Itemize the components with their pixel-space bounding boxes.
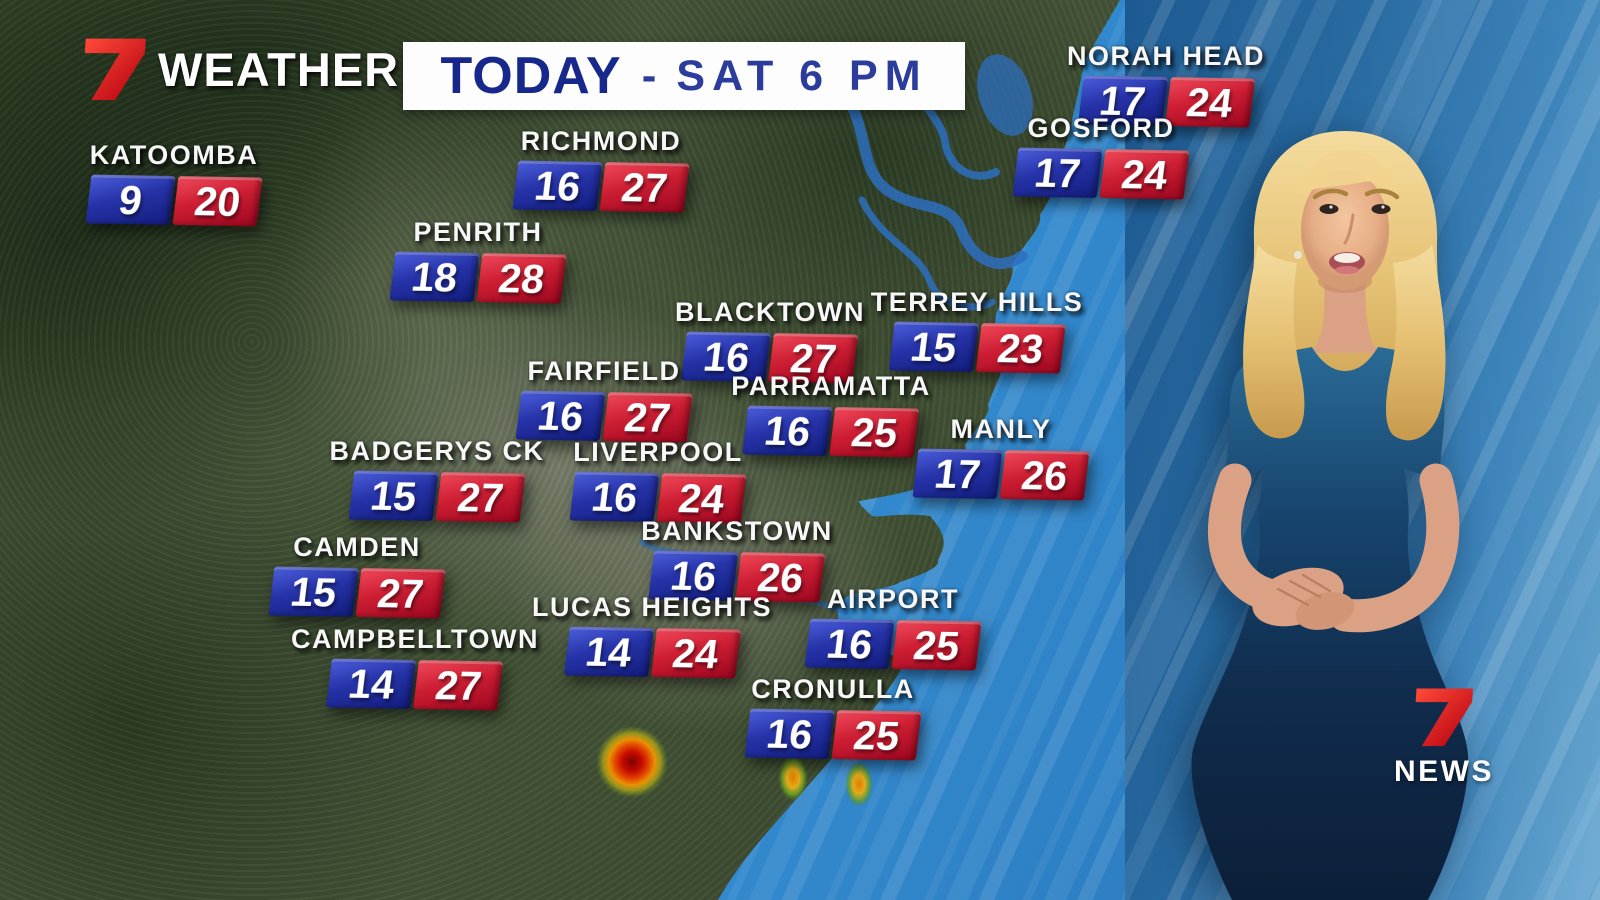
coastal-lake (977, 54, 1033, 136)
location-name: FAIRFIELD (527, 356, 681, 386)
low-temp: 14 (326, 658, 417, 709)
location-name: KATOOMBA (89, 140, 259, 170)
seven-network-7-icon (84, 38, 146, 101)
high-temp: 28 (476, 253, 567, 304)
location-name: GOSFORD (1027, 113, 1175, 143)
banner-datetime: SAT 6 PM (676, 51, 928, 100)
low-temp: 9 (85, 174, 176, 225)
location-blacktown: BLACKTOWN 16 27 (675, 297, 865, 384)
location-name: PENRITH (413, 217, 543, 247)
location-bankstown: BANKSTOWN 16 26 (641, 516, 833, 603)
high-temp: 25 (829, 407, 920, 458)
weather-logo: WEATHER (82, 36, 399, 102)
location-name: BLACKTOWN (675, 297, 865, 327)
banner-title: TODAY (440, 47, 622, 105)
high-temp: 25 (891, 620, 982, 671)
location-penrith: PENRITH 18 28 (389, 217, 567, 304)
banner-separator: - (641, 51, 657, 100)
location-fairfield: FAIRFIELD 16 27 (515, 356, 693, 443)
location-liverpool: LIVERPOOL 16 24 (569, 437, 747, 524)
high-temp: 27 (602, 392, 693, 443)
radar-storm-cell-icon (596, 726, 668, 798)
low-temp: 17 (1012, 147, 1103, 198)
news-wordmark: NEWS (1394, 755, 1494, 788)
presenter-face (1301, 170, 1389, 290)
high-temp: 26 (999, 450, 1090, 501)
seven-network-7-icon (1415, 688, 1473, 747)
high-temp: 23 (975, 323, 1066, 374)
radar-rain-cell-icon (845, 761, 873, 807)
high-temp: 24 (650, 628, 741, 679)
news-logo: NEWS (1388, 686, 1500, 789)
location-name: CRONULLA (751, 674, 915, 704)
location-airport: AIRPORT 16 25 (804, 584, 982, 671)
high-temp: 24 (1099, 149, 1190, 200)
weather-wordmark: WEATHER (158, 42, 400, 96)
high-temp: 27 (413, 660, 504, 711)
high-temp: 27 (599, 162, 690, 213)
high-temp: 20 (172, 176, 263, 227)
low-temp: 16 (515, 390, 606, 441)
location-name: MANLY (950, 414, 1052, 444)
location-norah-head: NORAH HEAD 17 24 (1066, 41, 1266, 128)
location-katoomba: KATOOMBA 9 20 (85, 140, 263, 227)
presenter-brows (1312, 188, 1400, 200)
location-gosford: GOSFORD 17 24 (1012, 113, 1190, 200)
low-temp: 15 (888, 321, 979, 372)
location-badgerys-ck: BADGERYS CK 15 27 (329, 436, 545, 523)
location-richmond: RICHMOND 16 27 (512, 126, 690, 213)
radar-rain-cell-icon (778, 755, 808, 801)
location-name: NORAH HEAD (1066, 41, 1266, 71)
location-manly: MANLY 17 26 (912, 414, 1090, 501)
high-temp: 25 (831, 710, 922, 761)
location-terrey-hills: TERREY HILLS 15 23 (870, 287, 1084, 374)
low-temp: 14 (563, 626, 654, 677)
location-name: BADGERYS CK (329, 436, 545, 466)
presenter-eyes (1319, 204, 1391, 214)
low-temp: 15 (268, 566, 359, 617)
low-temp: 16 (744, 708, 835, 759)
location-lucas-heights: LUCAS HEIGHTS 14 24 (531, 592, 773, 679)
location-name: CAMPBELLTOWN (291, 624, 539, 654)
location-name: PARRAMATTA (731, 371, 931, 401)
location-name: AIRPORT (827, 584, 959, 614)
low-temp: 16 (804, 618, 895, 669)
low-temp: 16 (569, 471, 660, 522)
location-name: LIVERPOOL (573, 437, 743, 467)
location-name: TERREY HILLS (870, 287, 1084, 317)
map-water-layer (596, 0, 1145, 900)
location-campbelltown: CAMPBELLTOWN 14 27 (291, 624, 539, 711)
presenter-hair-locks (1243, 245, 1446, 441)
location-camden: CAMDEN 15 27 (268, 532, 446, 619)
presenter-hands (1252, 567, 1355, 630)
high-temp: 27 (435, 472, 526, 523)
high-temp: 27 (355, 568, 446, 619)
presenter-neck (1310, 273, 1380, 353)
low-temp: 17 (912, 448, 1003, 499)
low-temp: 16 (512, 160, 603, 211)
presenter-nose (1343, 213, 1355, 245)
banner: TODAY - SAT 6 PM (403, 42, 965, 110)
ocean-light-rays (718, 0, 1145, 900)
low-temp: 18 (389, 251, 480, 302)
location-parramatta: PARRAMATTA 16 25 (731, 371, 931, 458)
location-name: LUCAS HEIGHTS (531, 592, 773, 622)
location-cronulla: CRONULLA 16 25 (744, 674, 922, 761)
location-name: BANKSTOWN (641, 516, 833, 546)
presenter-mouth (1329, 252, 1365, 274)
location-name: RICHMOND (520, 126, 682, 156)
pearl-earring (1294, 251, 1302, 259)
low-temp: 15 (348, 470, 439, 521)
presenter (1191, 131, 1469, 900)
presenter-fringe (1300, 151, 1400, 205)
location-name: CAMDEN (293, 532, 421, 562)
low-temp: 16 (742, 405, 833, 456)
